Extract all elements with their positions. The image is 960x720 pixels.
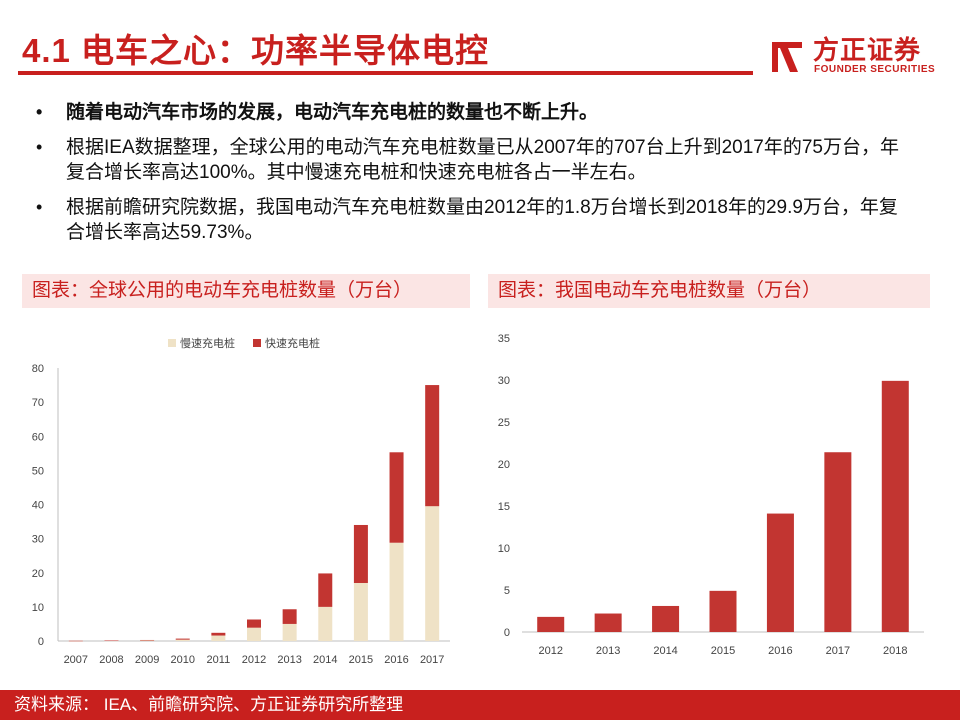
x-tick-label: 2011 (207, 654, 231, 666)
x-tick-label: 2009 (135, 654, 159, 666)
y-tick-label: 30 (498, 375, 510, 387)
y-tick-label: 70 (32, 397, 44, 409)
x-tick-label: 2015 (711, 645, 735, 657)
bar-fast (247, 619, 261, 628)
source-footer: 资料来源： IEA、前瞻研究院、方正证券研究所整理 (0, 690, 960, 720)
bar (766, 513, 794, 632)
bar-slow (282, 623, 297, 641)
y-tick-label: 10 (498, 543, 510, 555)
bullet-text: 根据IEA数据整理，全球公用的电动汽车充电桩数量已从2007年的707台上升到2… (66, 137, 899, 183)
y-tick-label: 0 (38, 636, 44, 648)
bar-fast (68, 640, 83, 642)
y-tick-label: 15 (498, 501, 510, 513)
bar (594, 613, 622, 632)
legend-label: 快速充电桩 (265, 336, 320, 350)
y-tick-label: 5 (504, 585, 510, 597)
title-divider (18, 71, 753, 75)
bar-fast (425, 385, 440, 507)
bullet-symbol: • (36, 102, 43, 122)
y-tick-label: 0 (504, 627, 510, 639)
x-tick-label: 2017 (826, 645, 850, 657)
x-tick-label: 2017 (420, 654, 444, 666)
bar (824, 452, 852, 632)
bullet-item: • 根据IEA数据整理，全球公用的电动汽车充电桩数量已从2007年的707台上升… (36, 135, 916, 185)
bar-slow (175, 639, 190, 641)
bullet-symbol: • (36, 197, 43, 217)
bar-slow (211, 635, 226, 641)
bullet-item: • 根据前瞻研究院数据，我国电动汽车充电桩数量由2012年的1.8万台增长到20… (36, 195, 916, 245)
y-tick-label: 10 (32, 602, 44, 614)
china-charger-bar-chart: 0 5 10 15 20 25 30 35 2012 2013 2014 2015 2016 2017 20… (498, 333, 924, 657)
bar (537, 616, 565, 632)
bar-fast (353, 524, 368, 583)
bar-fast (282, 609, 297, 624)
brand-logo: 方正证券 FOUNDER SECURITIES (768, 30, 938, 82)
x-tick-label: 2016 (768, 645, 792, 657)
x-tick-label: 2007 (64, 654, 88, 666)
x-tick-label: 2008 (99, 654, 123, 666)
bar-fast (140, 639, 155, 641)
bar-slow (318, 606, 333, 641)
bar-slow (247, 627, 261, 641)
bar-fast (104, 640, 119, 641)
bullet-item: • 随着电动汽车市场的发展，电动汽车充电桩的数量也不断上升。 (36, 100, 916, 125)
logo-text-en: FOUNDER SECURITIES (814, 64, 936, 75)
x-tick-label: 2015 (349, 654, 373, 666)
bar-fast (389, 452, 404, 543)
bar-slow (425, 506, 440, 641)
y-tick-label: 80 (32, 363, 44, 375)
bar-fast (211, 632, 226, 636)
bar-slow (353, 582, 368, 641)
y-tick-label: 20 (498, 459, 510, 471)
bar-slow (389, 542, 404, 641)
bullet-text: 根据前瞻研究院数据，我国电动汽车充电桩数量由2012年的1.8万台增长到2018… (66, 197, 898, 243)
chart-caption-china: 图表：我国电动车充电桩数量（万台） (488, 274, 930, 308)
y-tick-label: 35 (498, 333, 510, 345)
y-tick-label: 30 (32, 534, 44, 546)
x-tick-label: 2010 (170, 654, 194, 666)
y-tick-label: 50 (32, 465, 44, 477)
bullet-text: 随着电动汽车市场的发展，电动汽车充电桩的数量也不断上升。 (66, 102, 599, 123)
global-charger-stacked-bar-chart: 0 10 20 30 40 50 60 70 80 2007 2008 2009 2010 2011 201… (32, 336, 450, 666)
bar-fast (318, 573, 333, 607)
bar (881, 380, 909, 632)
bar (709, 590, 737, 632)
logo-text-cn: 方正证券 (813, 35, 922, 65)
chart-caption-global: 图表：全球公用的电动车充电桩数量（万台） (22, 274, 470, 308)
bar (652, 605, 680, 632)
page-title: 4.1 电车之心：功率半导体电控 (22, 32, 490, 69)
x-tick-label: 2018 (883, 645, 907, 657)
x-tick-label: 2013 (596, 645, 620, 657)
legend-swatch (168, 339, 176, 347)
x-tick-label: 2016 (384, 654, 408, 666)
y-tick-label: 40 (32, 500, 44, 512)
bullet-symbol: • (36, 137, 43, 157)
bar-slow (140, 640, 155, 641)
x-tick-label: 2014 (653, 645, 677, 657)
x-tick-label: 2012 (538, 645, 562, 657)
x-tick-label: 2013 (277, 654, 301, 666)
founder-logo-icon (772, 42, 802, 72)
legend-label: 慢速充电桩 (180, 336, 235, 350)
bullet-list: • 随着电动汽车市场的发展，电动汽车充电桩的数量也不断上升。 • 根据IEA数据… (36, 100, 916, 255)
x-tick-label: 2014 (313, 654, 337, 666)
y-tick-label: 60 (32, 431, 44, 443)
x-tick-label: 2012 (242, 654, 266, 666)
legend-swatch (253, 339, 261, 347)
y-tick-label: 25 (498, 417, 510, 429)
y-tick-label: 20 (32, 568, 44, 580)
bar-fast (175, 638, 190, 640)
